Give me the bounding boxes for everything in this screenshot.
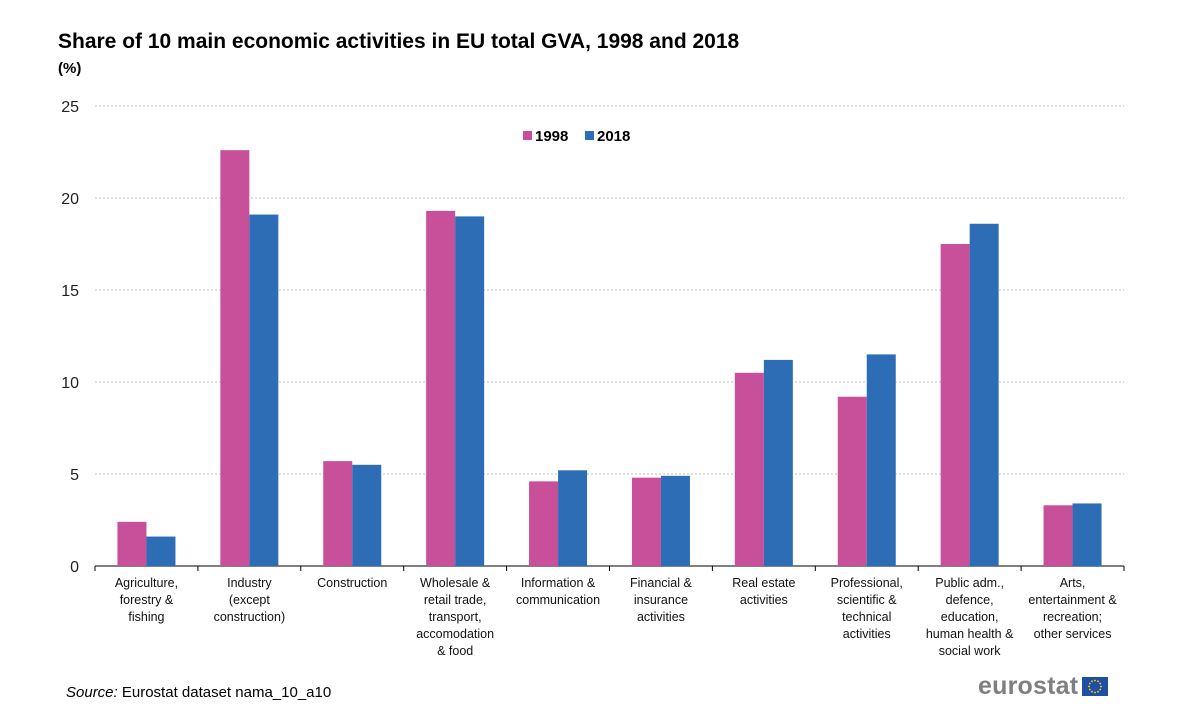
x-tick-label: retail trade, <box>424 593 487 607</box>
bar-1998 <box>220 150 250 566</box>
eu-star <box>1097 690 1100 693</box>
x-tick-label: entertainment & <box>1028 593 1117 607</box>
x-tick-label: other services <box>1034 627 1112 641</box>
source-note: Source: Eurostat dataset nama_10_a10 <box>66 684 331 701</box>
y-tick-label: 15 <box>61 283 79 300</box>
x-tick-label: & food <box>437 644 473 658</box>
bar-1998 <box>631 477 661 566</box>
x-tick-label: (except <box>229 593 271 607</box>
eu-star <box>1088 685 1091 688</box>
x-tick-label: defence, <box>946 593 994 607</box>
bar-2018 <box>969 223 999 566</box>
eurostat-logo: eurostat <box>978 672 1109 701</box>
bar-1998 <box>837 396 867 566</box>
y-tick-label: 5 <box>70 467 79 484</box>
x-tick-label: scientific & <box>837 593 897 607</box>
bar-1998 <box>323 461 353 566</box>
x-tick-label: forestry & <box>120 593 174 607</box>
x-tick-label: Industry <box>227 576 272 590</box>
eu-star <box>1089 688 1091 691</box>
legend-swatch-2018 <box>585 131 594 140</box>
source-label: Source: <box>66 684 118 701</box>
x-tick-label: human health & <box>926 627 1014 641</box>
brand-wordmark: eurostat <box>978 672 1079 700</box>
eu-star <box>1094 691 1097 694</box>
bar-2018 <box>249 214 279 566</box>
bar-2018 <box>660 475 690 566</box>
x-tick-label: Financial & <box>630 576 692 590</box>
bar-2018 <box>352 464 382 566</box>
bar-2018 <box>558 470 588 566</box>
legend-swatch-1998 <box>523 131 532 140</box>
x-tick-label: technical <box>842 610 891 624</box>
x-tick-label: Professional, <box>831 576 903 590</box>
bar-1998 <box>426 210 456 566</box>
x-tick-label: Agriculture, <box>115 576 178 590</box>
bar-2018 <box>146 536 176 566</box>
x-tick-label: social work <box>939 644 1002 658</box>
x-tick-label: fishing <box>128 610 164 624</box>
bar-2018 <box>1072 503 1102 566</box>
y-tick-label: 0 <box>70 559 79 576</box>
x-tick-label: construction) <box>214 610 286 624</box>
x-tick-label: accomodation <box>416 627 494 641</box>
chart-subtitle: (%) <box>58 60 82 77</box>
y-tick-label: 20 <box>61 191 79 208</box>
eu-star <box>1100 685 1103 688</box>
x-tick-label: communication <box>516 593 600 607</box>
legend-label-1998: 1998 <box>535 128 568 145</box>
bar-2018 <box>866 354 896 566</box>
eu-star <box>1099 682 1102 685</box>
bar-2018 <box>763 359 793 566</box>
eu-star <box>1097 680 1100 683</box>
eu-flag-icon <box>1082 677 1109 696</box>
eu-star <box>1094 679 1097 682</box>
bar-1998 <box>1043 505 1073 566</box>
y-tick-label: 10 <box>61 375 79 392</box>
x-tick-label: Information & <box>521 576 596 590</box>
x-tick-label: activities <box>740 593 788 607</box>
eu-star <box>1091 690 1094 693</box>
chart-title: Share of 10 main economic activities in … <box>58 30 740 53</box>
bar-1998 <box>734 372 764 566</box>
bar-1998 <box>529 481 559 566</box>
x-tick-label: Construction <box>317 576 387 590</box>
eu-star <box>1091 680 1094 683</box>
x-tick-label: transport, <box>429 610 482 624</box>
x-tick-label: recreation; <box>1043 610 1102 624</box>
x-tick-label: Public adm., <box>935 576 1004 590</box>
bar-1998 <box>940 244 970 566</box>
x-tick-label: education, <box>941 610 999 624</box>
x-tick-label: activities <box>843 627 891 641</box>
x-tick-label: Arts, <box>1060 576 1086 590</box>
eu-star <box>1099 688 1102 691</box>
x-tick-label: insurance <box>634 593 688 607</box>
bar-2018 <box>455 216 485 566</box>
x-tick-label: activities <box>637 610 685 624</box>
x-tick-label: Wholesale & <box>420 576 491 590</box>
bar-1998 <box>117 521 147 566</box>
eu-star <box>1089 682 1091 685</box>
y-tick-label: 25 <box>61 99 79 116</box>
source-text: Eurostat dataset nama_10_a10 <box>117 684 332 701</box>
legend-label-2018: 2018 <box>597 128 630 145</box>
x-tick-label: Real estate <box>732 576 795 590</box>
